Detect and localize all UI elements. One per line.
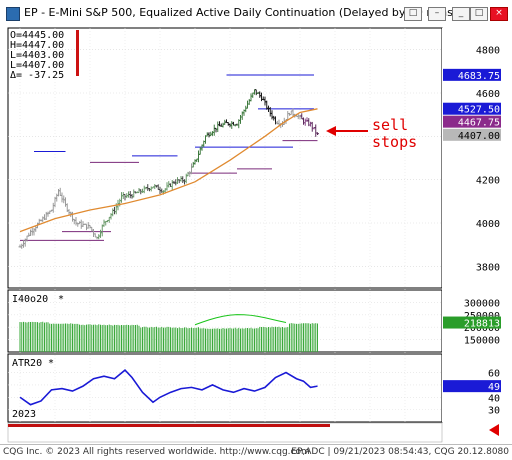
price-badge: 4407.00 [458,131,500,142]
title-bar[interactable]: EP - E-Mini S&P 500, Equalized Active Da… [0,0,512,27]
atr-indicator-suffix: * [48,358,54,369]
link-icon[interactable]: □ [404,7,422,21]
ohlc-change: Δ= -37.25 [10,70,64,81]
change-indicator [76,30,79,76]
timeline-bar[interactable] [7,422,443,443]
price-badge-bg [443,115,501,128]
price-tick-label: 3800 [476,262,500,273]
annotation-arrow-head [326,126,336,136]
price-badge-bg [443,102,501,115]
atr20-line [19,368,318,406]
atr-badge-bg [443,380,501,393]
price-tick-label: 4600 [476,89,500,100]
annotation-text-line2: stops [372,133,417,151]
atr-panel-frame [7,353,443,423]
price-badge-bg [443,68,501,81]
price-badge: 4683.75 [458,71,500,82]
annotation-text-line1: sell [372,116,408,134]
window-title: EP - E-Mini S&P 500, Equalized Active Da… [24,6,458,19]
volume-indicator-title: I40o20 [12,294,48,305]
open-interest-line [194,314,287,326]
close-icon[interactable]: × [490,7,508,21]
sell-stops-annotation: sell stops [326,116,417,151]
atr-line [19,368,318,406]
atr-indicator-title: ATR20 [12,358,42,369]
minimize-icon[interactable]: _ [452,7,470,21]
volume-tick-label: 250000 [464,311,500,322]
ohlc-readout: O=4445.00 H=4447.00 L=4403.00 L=4407.00 … [10,30,79,81]
price-badge: 4527.50 [458,105,500,116]
timeline-range-indicator [8,424,330,427]
dash-icon[interactable]: – [428,7,446,21]
level-lines [20,74,318,241]
chart-svg[interactable]: 3800400042004400460048001500002000002500… [0,26,512,444]
status-copyright: CQG Inc. © 2023 All rights reserved worl… [3,447,310,457]
ohlc-open: O=4445.00 [10,30,64,41]
atr-badge: 49 [488,382,500,393]
volume-badge: 218813 [464,319,500,330]
maximize-icon[interactable]: □ [470,7,488,21]
grid-lines [8,28,442,422]
year-label: 2023 [12,409,36,420]
chart-area[interactable]: 3800400042004400460048001500002000002500… [0,26,512,444]
cqg-app-icon [6,7,20,21]
volume-bars [19,314,318,352]
atr-tick-label: 40 [488,393,500,404]
price-badge: 4467.75 [458,118,500,129]
ohlc-last: L=4407.00 [10,60,64,71]
scroll-left-icon[interactable] [489,424,499,436]
moving-average-line [19,108,318,233]
atr-tick-label: 60 [488,369,500,380]
price-scale-area [442,28,510,422]
volume-tick-label: 150000 [464,336,500,347]
price-tick-label: 4000 [476,219,500,230]
volume-badge-bg [443,316,501,329]
ohlc-low: L=4403.00 [10,50,64,61]
value-badges: 4683.75 4527.50 4467.75 4407.00 218813 49 [443,68,501,393]
price-badge-bg [443,128,501,141]
volume-tick-label: 200000 [464,323,500,334]
price-tick-label: 4800 [476,46,500,57]
price-panel-frame [7,27,443,289]
ohlc-high: H=4447.00 [10,40,64,51]
price-tick-label: 4200 [476,176,500,187]
moving-average [19,108,318,233]
volume-indicator-suffix: * [58,294,64,305]
status-bar: CQG Inc. © 2023 All rights reserved worl… [0,444,512,460]
volume-tick-label: 300000 [464,298,500,309]
atr-tick-label: 30 [488,406,500,417]
price-bars [18,89,319,249]
status-timestamp: EP,ADC | 09/21/2023 08:54:43, CQG 20.12.… [291,447,509,457]
